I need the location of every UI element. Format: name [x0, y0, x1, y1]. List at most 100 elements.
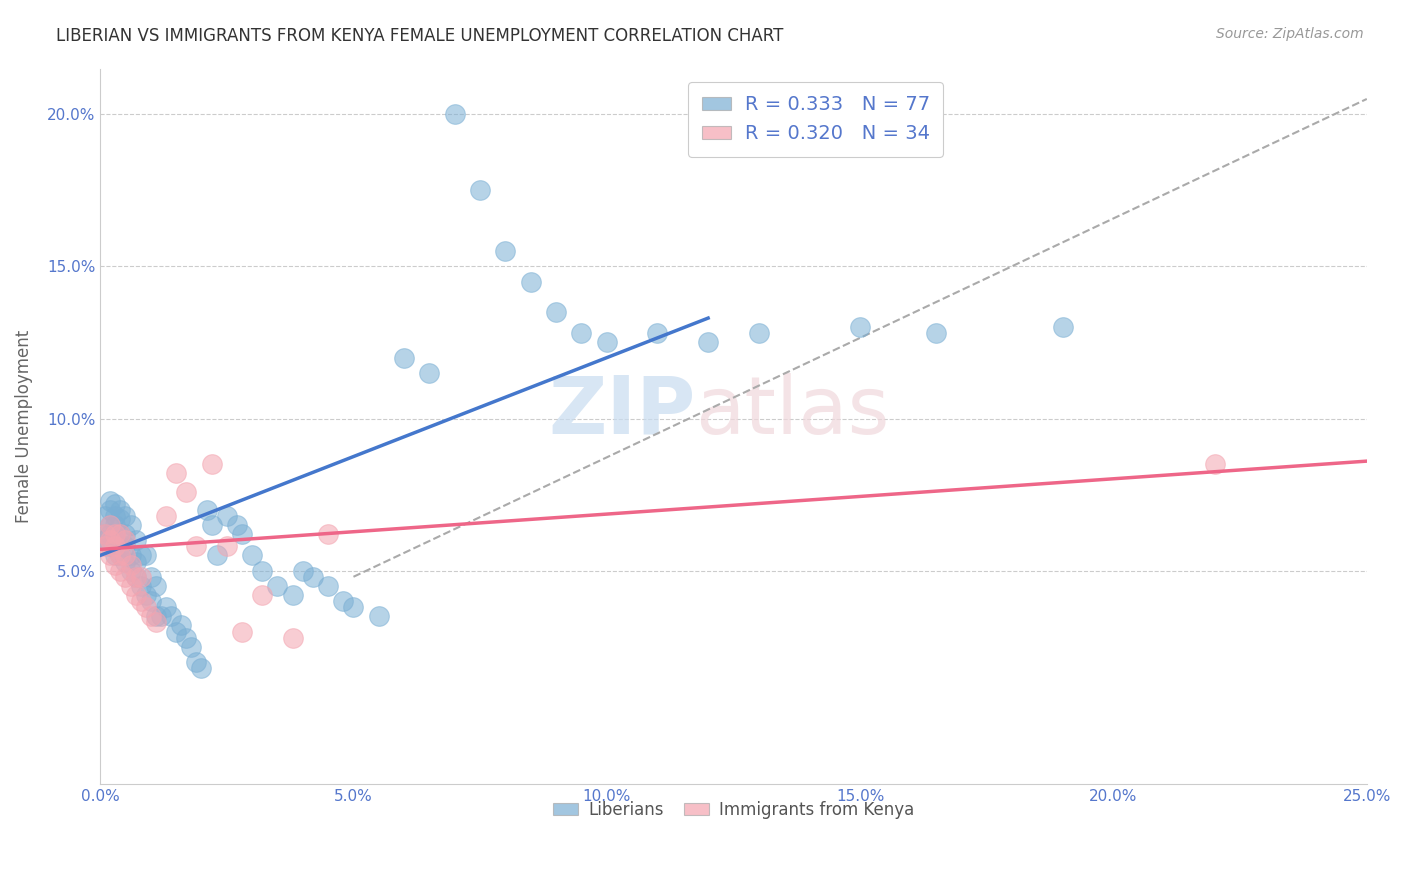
Point	[145, 609, 167, 624]
Point	[114, 527, 136, 541]
Point	[546, 305, 568, 319]
Point	[129, 594, 152, 608]
Y-axis label: Female Unemployment: Female Unemployment	[15, 329, 32, 523]
Point	[104, 549, 127, 563]
Point	[114, 508, 136, 523]
Point	[1052, 320, 1074, 334]
Point	[129, 549, 152, 563]
Point	[98, 549, 121, 563]
Point	[145, 579, 167, 593]
Point	[925, 326, 948, 341]
Point	[98, 527, 121, 541]
Point	[165, 467, 187, 481]
Point	[367, 609, 389, 624]
Point	[135, 600, 157, 615]
Point	[316, 527, 339, 541]
Point	[94, 527, 117, 541]
Point	[281, 631, 304, 645]
Point	[291, 564, 314, 578]
Point	[98, 493, 121, 508]
Point	[104, 539, 127, 553]
Point	[114, 549, 136, 563]
Point	[302, 570, 325, 584]
Point	[94, 533, 117, 548]
Point	[200, 457, 222, 471]
Point	[231, 527, 253, 541]
Point	[697, 335, 720, 350]
Point	[205, 549, 228, 563]
Point	[1204, 457, 1226, 471]
Point	[647, 326, 669, 341]
Point	[252, 588, 274, 602]
Point	[120, 518, 142, 533]
Point	[120, 549, 142, 563]
Point	[104, 518, 127, 533]
Point	[266, 579, 288, 593]
Point	[170, 618, 193, 632]
Point	[124, 533, 146, 548]
Point	[120, 558, 142, 572]
Point	[215, 508, 238, 523]
Point	[110, 549, 132, 563]
Point	[443, 107, 465, 121]
Point	[174, 484, 197, 499]
Point	[129, 579, 152, 593]
Point	[124, 570, 146, 584]
Point	[120, 564, 142, 578]
Point	[226, 518, 249, 533]
Point	[124, 570, 146, 584]
Point	[215, 539, 238, 553]
Point	[104, 497, 127, 511]
Point	[98, 503, 121, 517]
Point	[571, 326, 593, 341]
Point	[149, 609, 172, 624]
Point	[160, 609, 183, 624]
Point	[190, 661, 212, 675]
Point	[135, 549, 157, 563]
Point	[104, 527, 127, 541]
Point	[418, 366, 440, 380]
Point	[94, 508, 117, 523]
Point	[110, 564, 132, 578]
Point	[104, 533, 127, 548]
Text: ZIP: ZIP	[548, 373, 696, 450]
Point	[110, 539, 132, 553]
Point	[231, 624, 253, 639]
Point	[110, 512, 132, 526]
Point	[114, 539, 136, 553]
Point	[120, 579, 142, 593]
Point	[495, 244, 517, 259]
Point	[98, 533, 121, 548]
Point	[110, 527, 132, 541]
Point	[124, 588, 146, 602]
Point	[392, 351, 415, 365]
Point	[110, 527, 132, 541]
Point	[98, 518, 121, 533]
Text: LIBERIAN VS IMMIGRANTS FROM KENYA FEMALE UNEMPLOYMENT CORRELATION CHART: LIBERIAN VS IMMIGRANTS FROM KENYA FEMALE…	[56, 27, 783, 45]
Text: atlas: atlas	[696, 373, 890, 450]
Point	[200, 518, 222, 533]
Point	[180, 640, 202, 654]
Point	[104, 508, 127, 523]
Point	[94, 539, 117, 553]
Point	[114, 533, 136, 548]
Point	[124, 555, 146, 569]
Point	[468, 183, 491, 197]
Point	[240, 549, 263, 563]
Point	[110, 549, 132, 563]
Point	[195, 503, 218, 517]
Point	[165, 624, 187, 639]
Point	[114, 555, 136, 569]
Point	[342, 600, 364, 615]
Point	[186, 655, 208, 669]
Point	[281, 588, 304, 602]
Point	[145, 615, 167, 630]
Point	[98, 539, 121, 553]
Point	[155, 600, 177, 615]
Point	[94, 527, 117, 541]
Point	[849, 320, 872, 334]
Point	[104, 558, 127, 572]
Legend: Liberians, Immigrants from Kenya: Liberians, Immigrants from Kenya	[547, 794, 921, 825]
Point	[520, 275, 543, 289]
Point	[748, 326, 770, 341]
